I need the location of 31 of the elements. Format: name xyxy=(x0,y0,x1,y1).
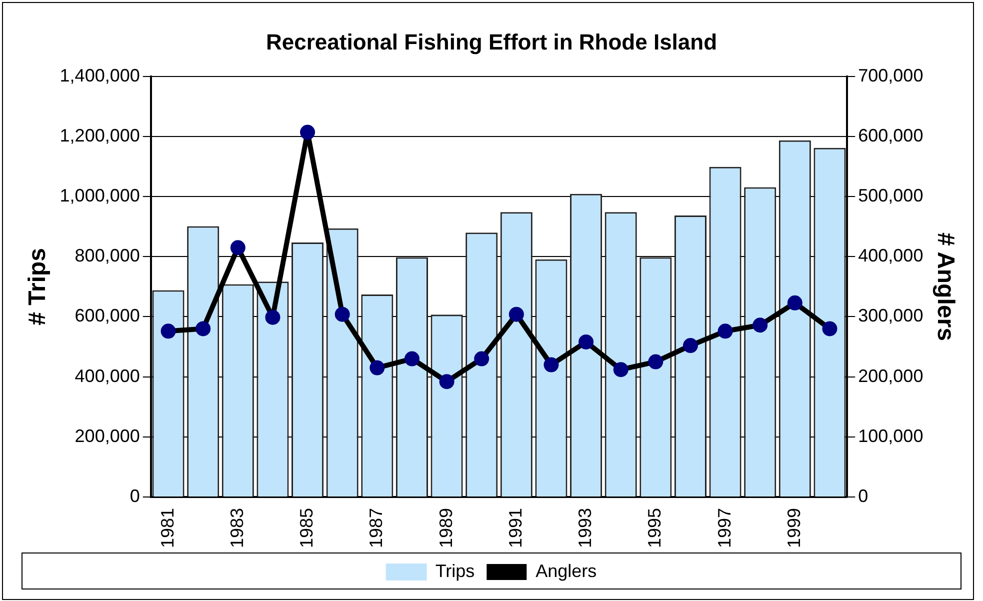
y2-tick-label: 200,000 xyxy=(858,366,924,386)
x-tick-label: 1991 xyxy=(505,508,526,548)
x-tick-label: 1987 xyxy=(366,508,386,548)
y-tick-label: 1,400,000 xyxy=(60,65,140,86)
y-tick-label: 1,000,000 xyxy=(60,186,140,206)
y2-tick-label: 0 xyxy=(858,486,868,506)
x-tick-label: 1985 xyxy=(296,508,317,548)
y2-tick-label: 400,000 xyxy=(858,246,924,266)
legend-label: Trips xyxy=(435,560,475,581)
y-tick-label: 1,200,000 xyxy=(60,125,140,146)
y2-tick-label: 600,000 xyxy=(858,125,924,146)
x-tick-label: 1999 xyxy=(784,508,804,548)
x-tick-label: 1997 xyxy=(714,508,734,548)
y2-tick-label: 300,000 xyxy=(858,306,924,326)
y-tick-label: 400,000 xyxy=(74,366,140,386)
y2-tick-label: 100,000 xyxy=(858,426,924,446)
y-tick-label: 0 xyxy=(130,486,140,506)
x-tick-label: 1989 xyxy=(436,508,456,548)
chart-title: Recreational Fishing Effort in Rhode Island xyxy=(266,29,718,54)
y2-tick-label: 700,000 xyxy=(858,65,924,86)
y-tick-label: 600,000 xyxy=(74,306,140,326)
y-tick-label: 200,000 xyxy=(74,426,140,446)
y2-axis-title: # Anglers xyxy=(932,232,959,341)
y-tick-label: 800,000 xyxy=(74,246,140,266)
y-axis-title: # Trips xyxy=(24,248,52,326)
y2-tick-label: 500,000 xyxy=(858,186,924,206)
x-tick-label: 1995 xyxy=(644,508,665,548)
x-tick-label: 1983 xyxy=(226,508,247,548)
legend-label: Anglers xyxy=(536,560,597,581)
x-tick-label: 1981 xyxy=(157,508,178,548)
x-tick-label: 1993 xyxy=(575,508,596,548)
